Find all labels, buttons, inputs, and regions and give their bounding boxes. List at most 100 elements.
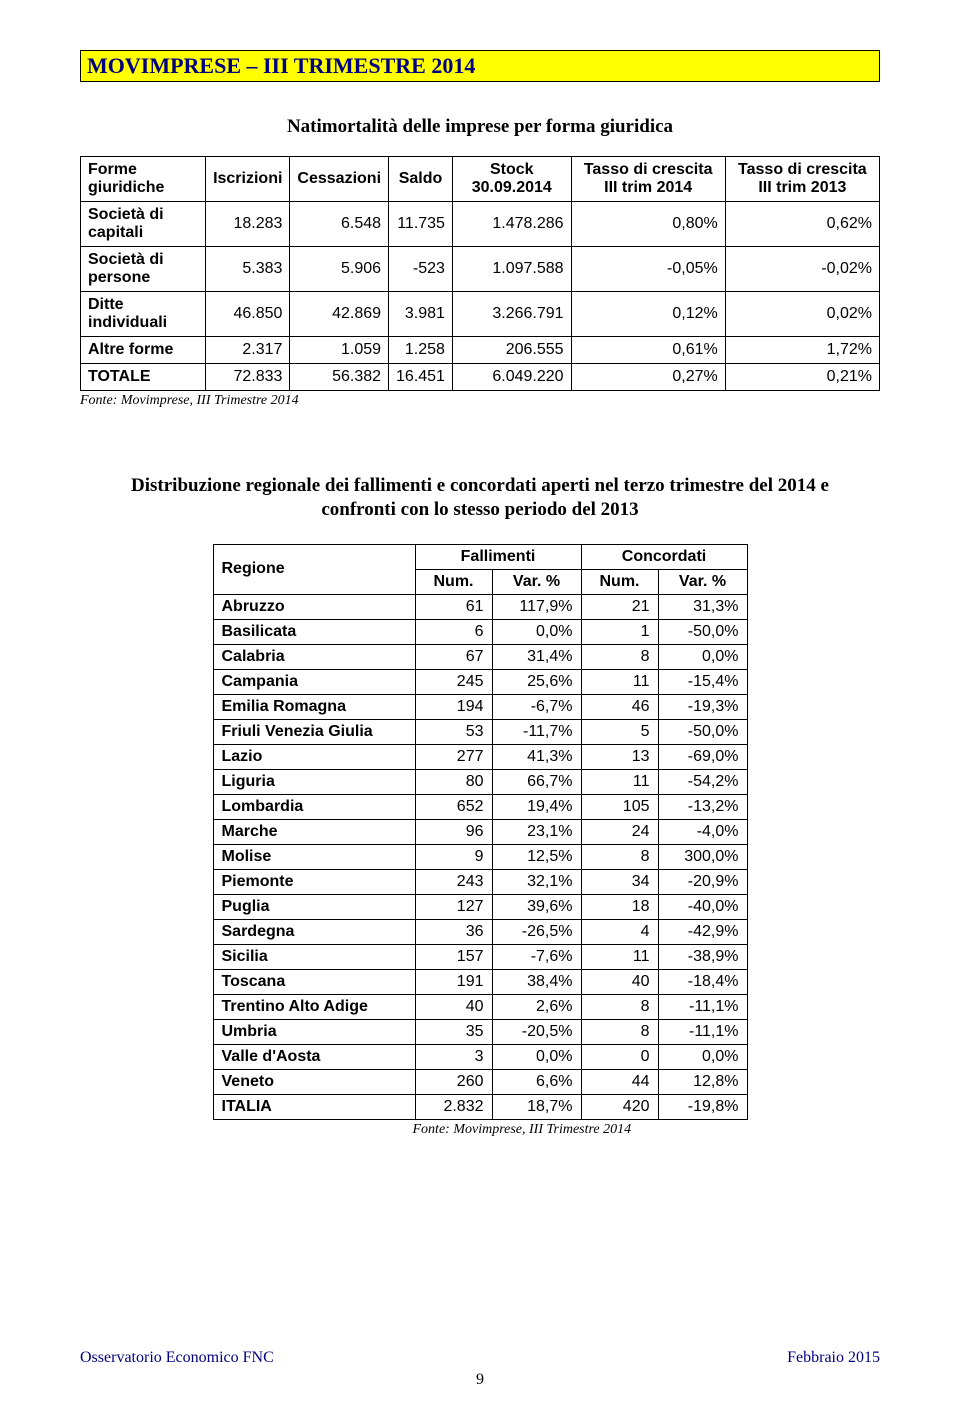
cell: 117,9%: [492, 594, 581, 619]
cell: 32,1%: [492, 869, 581, 894]
cell: -54,2%: [658, 769, 747, 794]
cell: 34: [581, 869, 658, 894]
cell: 80: [415, 769, 492, 794]
cell: 6.049.220: [452, 364, 571, 391]
cell: 243: [415, 869, 492, 894]
table-row: Marche9623,1%24-4,0%: [213, 819, 747, 844]
cell: 8: [581, 1019, 658, 1044]
th-forme: Forme giuridiche: [81, 157, 206, 202]
cell: 0,0%: [658, 1044, 747, 1069]
cell: 194: [415, 694, 492, 719]
cell: 0,02%: [725, 292, 879, 337]
cell: 56.382: [290, 364, 389, 391]
cell: 105: [581, 794, 658, 819]
table-row: ITALIA2.83218,7%420-19,8%: [213, 1094, 747, 1119]
cell: 6.548: [290, 202, 389, 247]
cell: 11: [581, 944, 658, 969]
cell: 1.478.286: [452, 202, 571, 247]
cell: 1: [581, 619, 658, 644]
region-label: Lazio: [213, 744, 415, 769]
th-conc-num: Num.: [581, 569, 658, 594]
table-row: Puglia12739,6%18-40,0%: [213, 894, 747, 919]
cell: 2.832: [415, 1094, 492, 1119]
source-note-1: Fonte: Movimprese, III Trimestre 2014: [80, 393, 880, 409]
cell: 0,0%: [658, 644, 747, 669]
cell: 31,4%: [492, 644, 581, 669]
cell: -19,8%: [658, 1094, 747, 1119]
cell: 39,6%: [492, 894, 581, 919]
region-label: Basilicata: [213, 619, 415, 644]
cell: -38,9%: [658, 944, 747, 969]
table1-header-row: Forme giuridiche Iscrizioni Cessazioni S…: [81, 157, 880, 202]
section1-title: Natimortalità delle imprese per forma gi…: [80, 116, 880, 138]
footer: Osservatorio Economico FNC Febbraio 2015…: [80, 1349, 880, 1389]
cell: 31,3%: [658, 594, 747, 619]
cell: 420: [581, 1094, 658, 1119]
cell: 72.833: [206, 364, 290, 391]
table-row: Sardegna36-26,5%4-42,9%: [213, 919, 747, 944]
th-conc-var: Var. %: [658, 569, 747, 594]
region-label: Umbria: [213, 1019, 415, 1044]
cell: 11: [581, 669, 658, 694]
cell: 5.383: [206, 247, 290, 292]
cell: -40,0%: [658, 894, 747, 919]
cell: -50,0%: [658, 619, 747, 644]
cell: -11,7%: [492, 719, 581, 744]
region-label: Valle d'Aosta: [213, 1044, 415, 1069]
row-label: Società di capitali: [81, 202, 206, 247]
th-iscrizioni: Iscrizioni: [206, 157, 290, 202]
region-label: Liguria: [213, 769, 415, 794]
footer-right: Febbraio 2015: [787, 1349, 880, 1367]
cell: 21: [581, 594, 658, 619]
cell: 3.266.791: [452, 292, 571, 337]
footer-left: Osservatorio Economico FNC: [80, 1349, 274, 1367]
cell: 9: [415, 844, 492, 869]
source-note-2: Fonte: Movimprese, III Trimestre 2014: [413, 1122, 748, 1138]
cell: 67: [415, 644, 492, 669]
table-row: Ditte individuali46.85042.8693.9813.266.…: [81, 292, 880, 337]
cell: 12,8%: [658, 1069, 747, 1094]
cell: 46.850: [206, 292, 290, 337]
row-label: TOTALE: [81, 364, 206, 391]
region-label: Marche: [213, 819, 415, 844]
cell: 35: [415, 1019, 492, 1044]
cell: -7,6%: [492, 944, 581, 969]
region-label: Sardegna: [213, 919, 415, 944]
cell: -19,3%: [658, 694, 747, 719]
cell: 191: [415, 969, 492, 994]
region-label: Molise: [213, 844, 415, 869]
row-label: Società di persone: [81, 247, 206, 292]
table-row: Basilicata60,0%1-50,0%: [213, 619, 747, 644]
cell: -18,4%: [658, 969, 747, 994]
title-banner: MOVIMPRESE – III TRIMESTRE 2014: [80, 50, 880, 82]
table-row: Campania24525,6%11-15,4%: [213, 669, 747, 694]
cell: 1.097.588: [452, 247, 571, 292]
footer-page-number: 9: [80, 1371, 880, 1389]
cell: 8: [581, 994, 658, 1019]
cell: -13,2%: [658, 794, 747, 819]
cell: 12,5%: [492, 844, 581, 869]
page-container: MOVIMPRESE – III TRIMESTRE 2014 Natimort…: [0, 0, 960, 1417]
cell: 6,6%: [492, 1069, 581, 1094]
table-row: Sicilia157-7,6%11-38,9%: [213, 944, 747, 969]
table-row: Società di capitali18.2836.54811.7351.47…: [81, 202, 880, 247]
cell: 1.059: [290, 337, 389, 364]
cell: -26,5%: [492, 919, 581, 944]
region-label: Campania: [213, 669, 415, 694]
table-row: Molise912,5%8300,0%: [213, 844, 747, 869]
table-row: Friuli Venezia Giulia53-11,7%5-50,0%: [213, 719, 747, 744]
row-label: Altre forme: [81, 337, 206, 364]
table-row: TOTALE72.83356.38216.4516.049.2200,27%0,…: [81, 364, 880, 391]
th-fall-num: Num.: [415, 569, 492, 594]
th-tasso2013: Tasso di crescita III trim 2013: [725, 157, 879, 202]
cell: 18.283: [206, 202, 290, 247]
cell: 5: [581, 719, 658, 744]
cell: 42.869: [290, 292, 389, 337]
cell: -4,0%: [658, 819, 747, 844]
cell: 3.981: [389, 292, 453, 337]
cell: 23,1%: [492, 819, 581, 844]
cell: 8: [581, 644, 658, 669]
th-tasso2014: Tasso di crescita III trim 2014: [571, 157, 725, 202]
table-row: Lombardia65219,4%105-13,2%: [213, 794, 747, 819]
th-concordati: Concordati: [581, 544, 747, 569]
